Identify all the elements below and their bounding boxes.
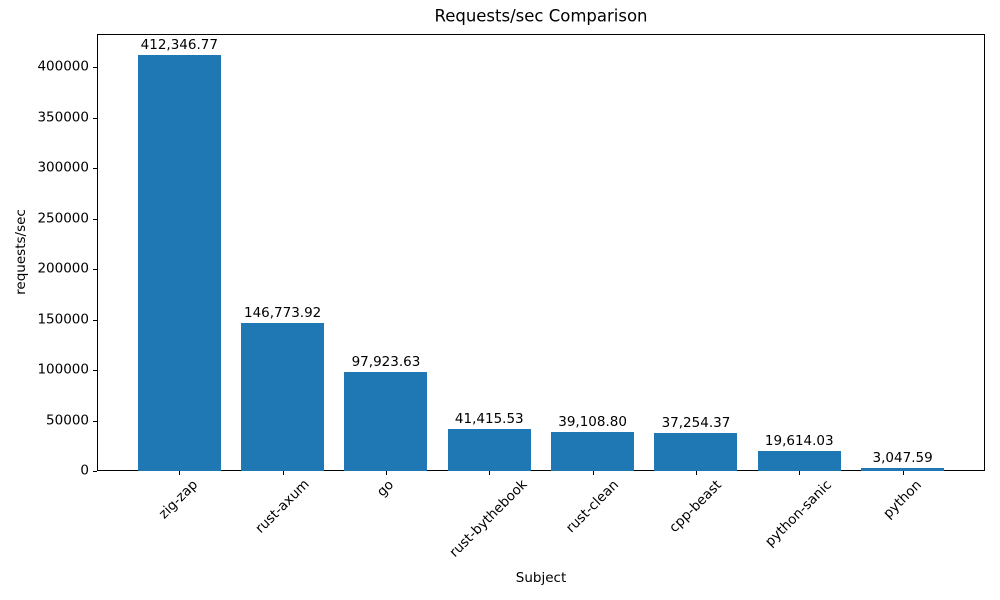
chart-title: Requests/sec Comparison (434, 6, 648, 26)
y-tick-label: 150000 (37, 310, 89, 327)
y-tick-mark (93, 168, 97, 170)
y-tick-label: 100000 (37, 361, 89, 378)
x-tick-label-rust-bythebook: rust-bythebook (446, 476, 531, 561)
y-tick-mark (93, 471, 97, 472)
y-tick-label: 200000 (37, 260, 89, 277)
x-tick-label-python: python (879, 476, 925, 522)
x-tick-mark (385, 471, 387, 475)
bar-value-label: 412,346.77 (140, 36, 218, 53)
y-tick-mark (93, 370, 97, 372)
y-tick-label: 400000 (37, 58, 89, 75)
x-tick-label-rust-clean: rust-clean (562, 476, 622, 537)
bar-python (861, 467, 945, 471)
x-tick-label-go: go (373, 476, 398, 501)
y-tick-mark (93, 117, 97, 119)
bar-value-label: 37,254.37 (661, 415, 731, 432)
bar-zig-zap (137, 54, 221, 471)
bar-value-label: 97,923.63 (351, 354, 421, 371)
y-tick-mark (93, 269, 97, 271)
y-tick-label: 250000 (37, 209, 89, 226)
x-tick-mark (179, 471, 181, 475)
bar-cpp-beast (654, 433, 738, 471)
x-tick-mark (902, 471, 904, 475)
x-tick-mark (799, 471, 801, 475)
bar-value-label: 19,614.03 (764, 433, 834, 450)
x-tick-mark (592, 471, 594, 475)
x-tick-mark (695, 471, 697, 475)
y-tick-label: 50000 (46, 411, 89, 428)
bar-value-label: 41,415.53 (454, 411, 524, 428)
bar-value-label: 146,773.92 (243, 304, 322, 321)
y-axis-label: requests/sec (13, 209, 29, 295)
y-tick-label: 350000 (37, 109, 89, 126)
y-tick-mark (93, 319, 97, 321)
bar-python-sanic (757, 451, 841, 471)
bar-go (344, 372, 428, 471)
y-tick-label: 0 (80, 462, 89, 479)
bar-value-label: 39,108.80 (558, 413, 627, 430)
y-tick-mark (93, 218, 97, 220)
bar-value-label: 3,047.59 (872, 449, 933, 466)
y-tick-label: 300000 (37, 159, 89, 176)
bar-rust-clean (551, 431, 635, 471)
x-tick-label-zig-zap: zig-zap (156, 476, 202, 523)
bar-rust-axum (241, 322, 325, 471)
y-tick-mark (93, 67, 97, 69)
x-tick-mark (282, 471, 284, 475)
x-tick-label-rust-axum: rust-axum (251, 476, 313, 537)
plot-area (97, 34, 985, 471)
bar-rust-bythebook (447, 429, 531, 471)
x-tick-label-cpp-beast: cpp-beast (666, 476, 725, 536)
x-tick-mark (489, 471, 491, 475)
x-tick-label-python-sanic: python-sanic (762, 476, 836, 550)
y-tick-mark (93, 420, 97, 422)
x-axis-label: Subject (515, 570, 567, 586)
